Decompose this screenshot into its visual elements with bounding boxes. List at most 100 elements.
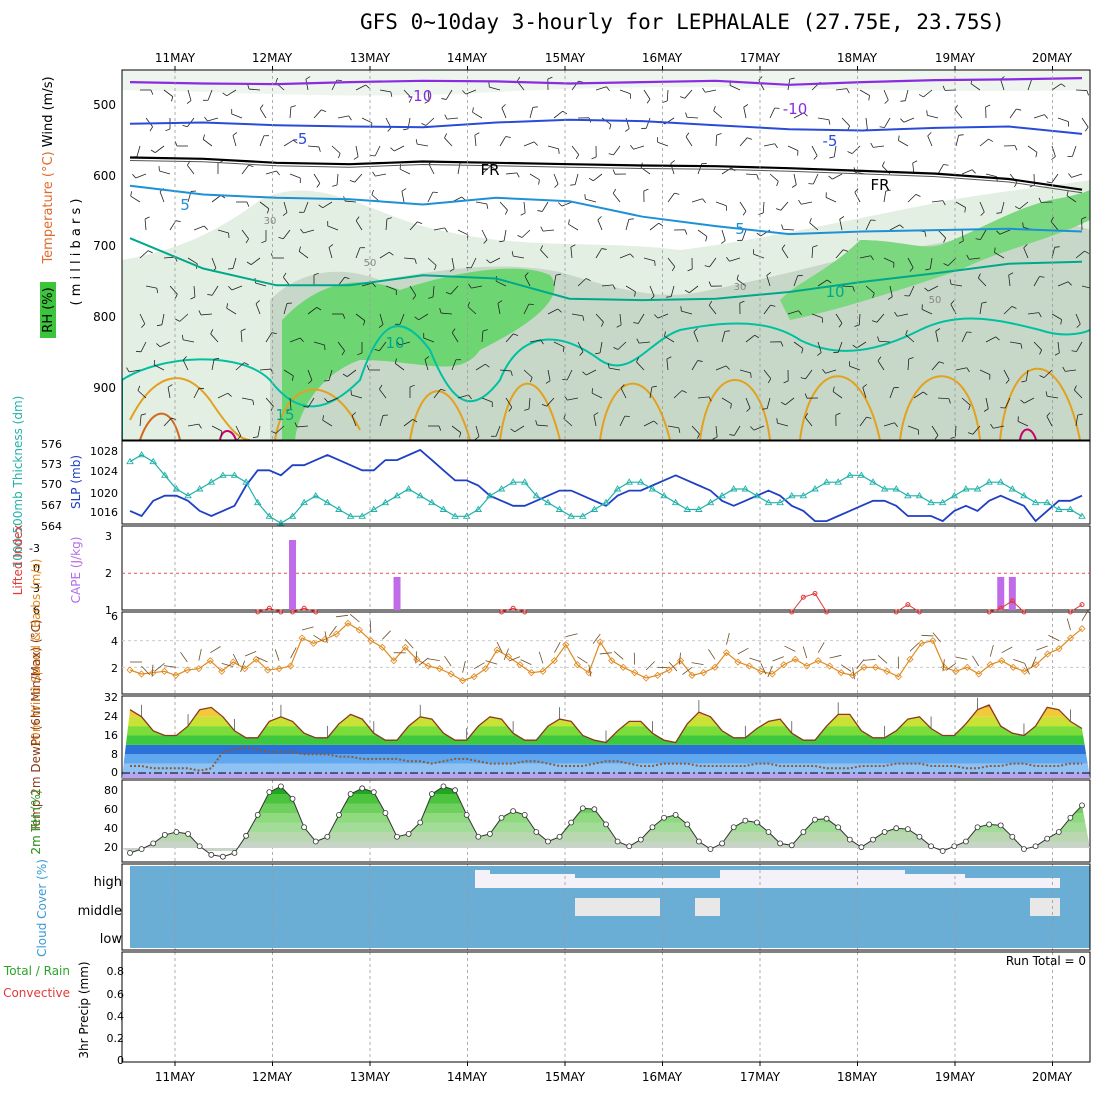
- surface-wind-barb: [1048, 634, 1060, 642]
- surface-wind-barb: [932, 632, 941, 643]
- wind-barb: [307, 397, 315, 408]
- wind-barb: [739, 201, 747, 212]
- wind-tick: 4: [111, 635, 118, 648]
- thickness-tick: 573: [41, 458, 62, 471]
- wind-barb-flag: [846, 88, 850, 94]
- contour-t_5: [129, 184, 1083, 236]
- surface-wind-barb: [508, 656, 521, 662]
- lifted-index-point: [301, 605, 307, 611]
- wind-barb-flag: [445, 292, 451, 295]
- lifted-index-point: [1009, 598, 1015, 604]
- wind-barb-flag: [246, 201, 250, 207]
- wind-barb: [574, 173, 579, 185]
- thickness-point: [892, 485, 901, 492]
- wind-barb: [472, 111, 483, 119]
- wind-barb-flag: [708, 396, 712, 402]
- wind-barb: [447, 117, 459, 120]
- thickness-point: [253, 498, 262, 506]
- rh-point: [1009, 833, 1016, 840]
- date-label: 13MAY: [350, 51, 391, 65]
- slp-thickness-axes: 564 567 570 573 576 1016 1020 1024 1028 …: [11, 396, 118, 569]
- wind-speed-point: [309, 639, 318, 647]
- wind-barb-flag: [789, 77, 795, 80]
- wind-barb-flag: [1062, 366, 1066, 372]
- wind-barb-flag: [943, 237, 947, 243]
- slp-axis-title: SLP (mb): [69, 455, 83, 509]
- surface-wind-barb: [1066, 618, 1071, 631]
- surface-wind-barb: [240, 660, 246, 673]
- wind-barb: [1074, 389, 1083, 399]
- surface-wind-barb: [840, 664, 852, 672]
- temp-band: [122, 707, 1090, 717]
- wind-barb: [193, 225, 205, 231]
- wind-barb-flag: [746, 407, 751, 412]
- wind-barb: [1057, 341, 1060, 353]
- wind-barb: [1046, 416, 1053, 427]
- rh-point: [684, 821, 691, 828]
- thickness-point: [915, 491, 924, 499]
- contour-freezing-shadow: [129, 160, 1083, 194]
- cape-bar: [289, 540, 297, 610]
- wind-barb-flag: [966, 254, 970, 260]
- wind-barb-flag: [389, 251, 394, 256]
- wind-barb-flag: [612, 188, 617, 194]
- wind-barb-flag: [949, 279, 952, 285]
- wind-speed-point: [803, 662, 811, 670]
- wind-barb-flag: [540, 226, 544, 232]
- rh-point: [904, 826, 911, 833]
- wind-barb-flag: [868, 95, 870, 101]
- panel-frame: [121, 440, 1091, 525]
- thickness-point: [404, 485, 413, 492]
- wind-barb-flag: [1046, 412, 1051, 417]
- wind-barb-flag: [237, 435, 242, 440]
- rh-point: [846, 836, 853, 843]
- wind-barb: [1003, 306, 1013, 315]
- wind-barb-flag: [924, 287, 929, 292]
- wind-barb: [931, 361, 940, 371]
- wind-barb: [161, 313, 165, 325]
- wind-barb: [187, 423, 199, 427]
- rh-point: [463, 812, 470, 818]
- wind-barb-flag: [342, 313, 346, 319]
- wind-barb-flag: [687, 268, 693, 272]
- surface-wind-barb: [1024, 663, 1030, 675]
- wind-barb-flag: [175, 220, 181, 222]
- wind-barb: [345, 200, 357, 203]
- thickness-point: [555, 505, 564, 512]
- wind-barb: [457, 394, 469, 399]
- wind-barb-flag: [318, 204, 323, 209]
- contour-label-text: FR: [870, 176, 889, 194]
- date-label: 13MAY: [350, 1070, 391, 1084]
- wind-barb-flag: [468, 394, 472, 400]
- wind-barb-flag: [533, 141, 538, 146]
- wind-barb-flag: [386, 217, 392, 220]
- wind-barb: [620, 388, 627, 399]
- wind-barb-flag: [776, 181, 779, 187]
- wind-speed-point: [654, 671, 662, 679]
- wind-barb-flag: [898, 135, 900, 141]
- wind-barb: [303, 229, 315, 234]
- contour-label-text: 5: [180, 196, 190, 214]
- top-date-axis: 11MAY 12MAY 13MAY 14MAY 15MAY 16MAY 17MA…: [155, 51, 1073, 65]
- wind-barb-flag: [766, 272, 771, 276]
- wind-barb: [159, 341, 171, 348]
- wind-barb-flag: [232, 132, 238, 136]
- surface-wind-barb: [382, 630, 391, 640]
- wind-barb: [145, 285, 157, 289]
- thickness-point: [462, 512, 471, 519]
- wind-barb-flag: [174, 141, 178, 147]
- wind-speed-point: [986, 661, 994, 669]
- wind-speed-point: [791, 655, 799, 663]
- wind-barb-flag: [278, 237, 284, 240]
- surface-wind-barb: [496, 641, 503, 653]
- rh-point: [754, 819, 760, 826]
- rh-point: [370, 789, 377, 795]
- wind-barb-flag: [584, 194, 586, 200]
- rh-tick: 20: [104, 841, 118, 854]
- wind-barb: [667, 257, 676, 267]
- wind-barb: [781, 248, 789, 259]
- wind-barb: [432, 285, 435, 297]
- wind-speed-point: [573, 661, 581, 669]
- wind-barb-flag: [954, 104, 958, 110]
- wind-barb: [541, 201, 549, 212]
